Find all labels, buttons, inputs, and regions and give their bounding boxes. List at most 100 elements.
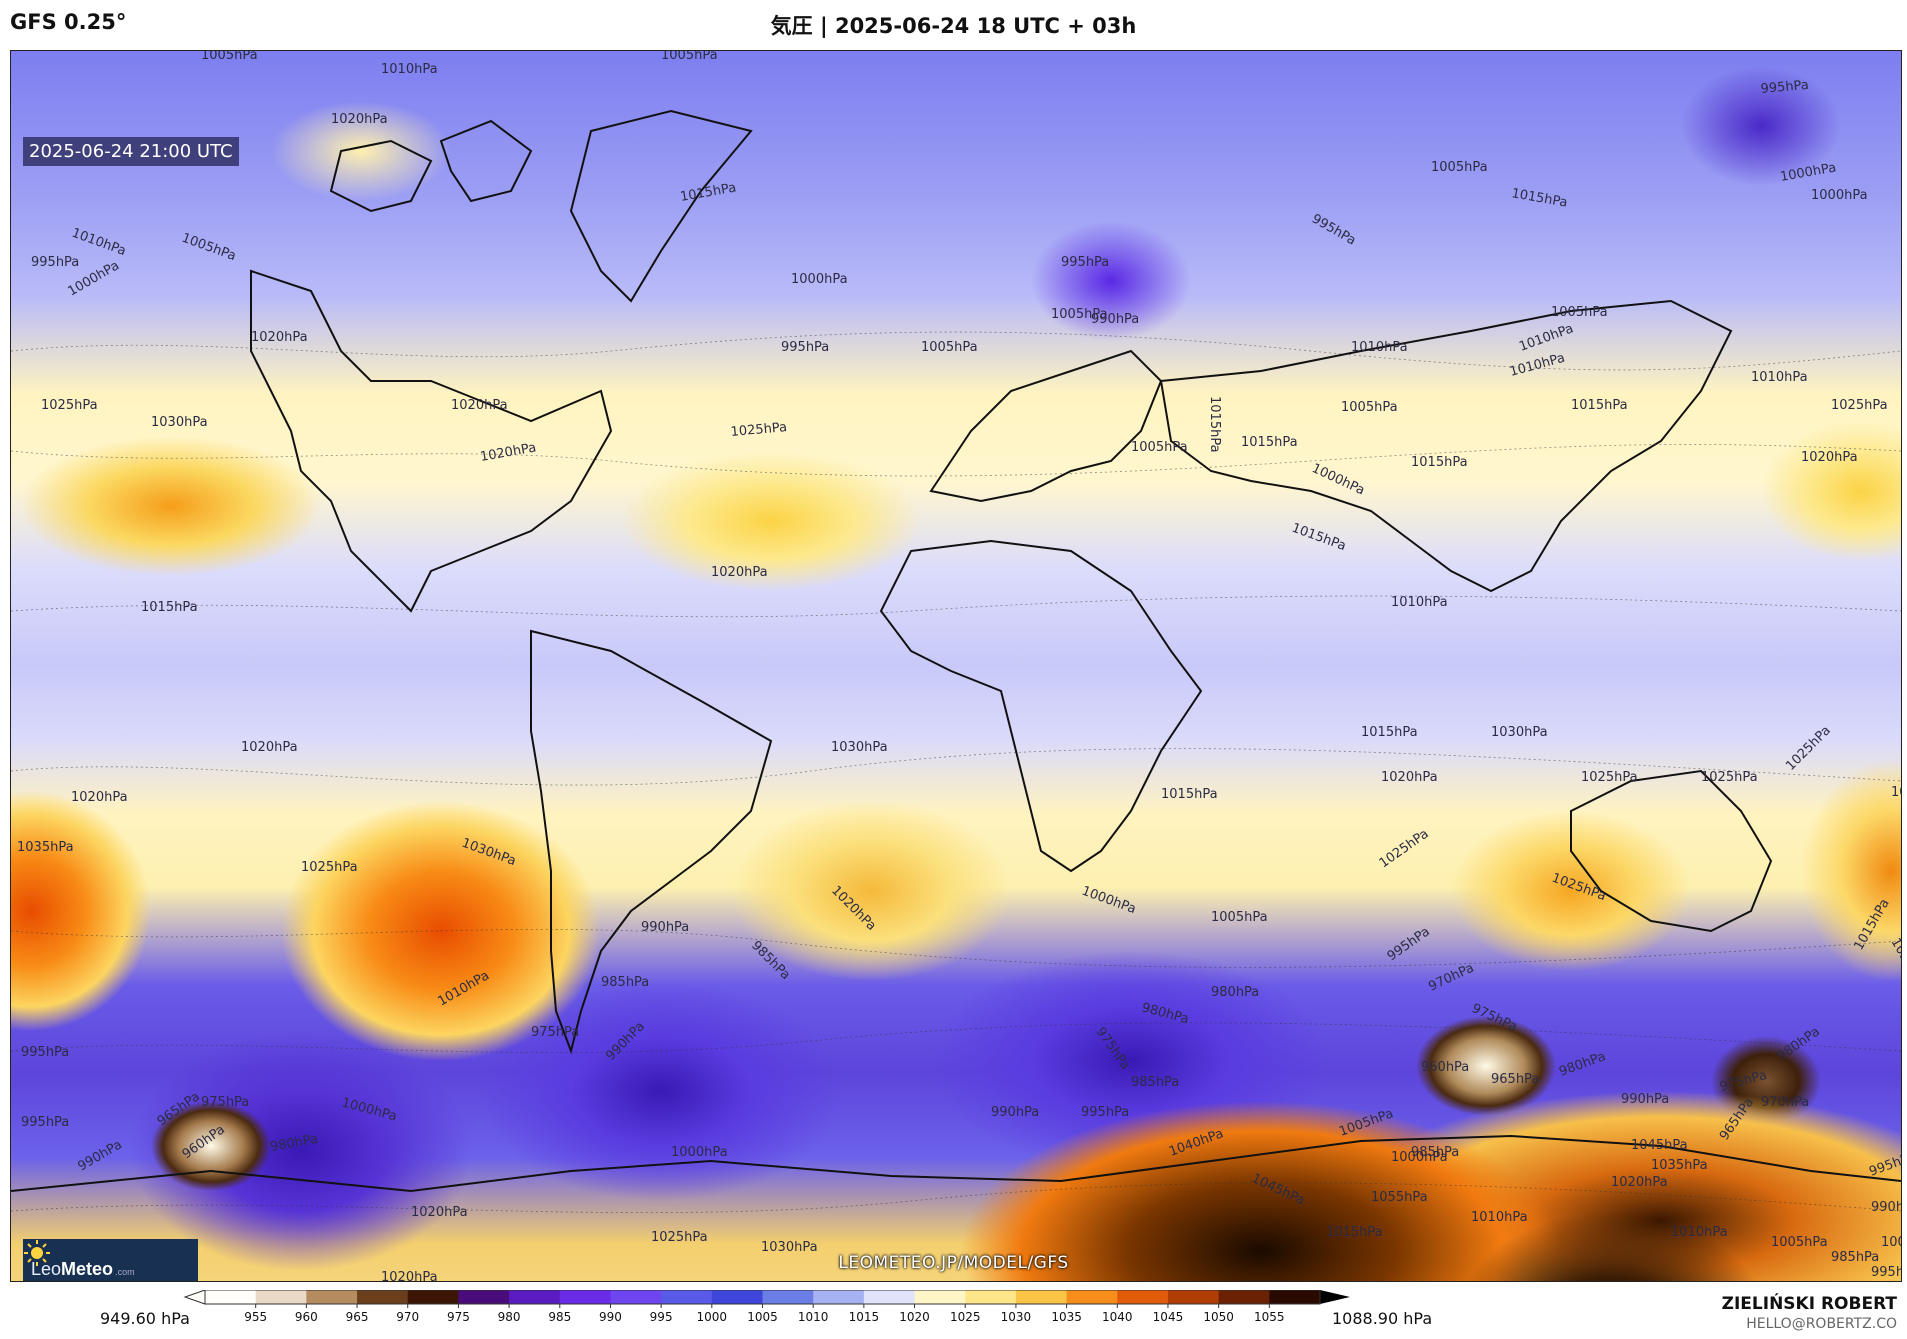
isobar-label: 1015hPa — [1851, 897, 1892, 953]
isobar-line — [11, 595, 1901, 618]
isobar-label: 1020hPa — [828, 883, 879, 934]
isobar-label: 990hPa — [603, 1019, 648, 1064]
isobar-label: 985hPa — [748, 938, 793, 983]
isobar-label: 1030hPa — [761, 1240, 818, 1255]
isobar-label: 985hPa — [601, 975, 649, 990]
isobar-label: 1025hPa — [651, 1230, 708, 1245]
isobar-label: 1015hPa — [1161, 787, 1218, 802]
isobar-label: 990hPa — [1091, 312, 1139, 327]
isobar-label: 1025hPa — [730, 420, 788, 440]
colorbar-segment — [711, 1290, 763, 1304]
isobar-label: 1045hPa — [1631, 1138, 1688, 1153]
author-name: ZIELIŃSKI ROBERT — [1721, 1294, 1897, 1314]
isobar-label: 1005hPa — [1051, 307, 1108, 322]
isobar-label: 1000hPa — [1391, 1150, 1448, 1165]
isobar-label: 1005hPa — [1771, 1235, 1828, 1250]
isobar-label: 995hPa — [781, 340, 829, 355]
colorbar-tick-label: 970 — [396, 1310, 419, 1324]
isobar-label: 990hPa — [991, 1105, 1039, 1120]
isobar-label: 995hPa — [1309, 211, 1358, 248]
colorbar-max-label: 1088.90 hPa — [1332, 1309, 1433, 1328]
coastline-south-america — [530, 629, 773, 1055]
colorbar-tick-label: 995 — [650, 1310, 673, 1324]
coastline-africa — [879, 539, 1203, 873]
map-overlay: 1005hPa 1005hPa 1010hPa 1020hPa 1015hPa 995hP… — [11, 51, 1901, 1281]
colorbar-segment — [914, 1290, 966, 1304]
colorbar: 955 960 965 970 975 980 985 990 995 1000 1005 1010 1… — [183, 1290, 1350, 1324]
isobar-label: 1010hPa — [1471, 1210, 1528, 1225]
colorbar-tick-label: 1045 — [1153, 1310, 1184, 1324]
isobar-label: 1005hPa — [1211, 910, 1268, 925]
isobar-label: 1020hPa — [251, 330, 308, 345]
isobar-label: 975hPa — [201, 1095, 249, 1110]
isobar-label: 980hPa — [1775, 1024, 1823, 1064]
colorbar-tick-label: 980 — [498, 1310, 521, 1324]
colorbar-tick-label: 1020 — [899, 1310, 930, 1324]
isobar-label: 1010hPa — [1517, 321, 1575, 354]
isobar-label: 990hPa — [641, 920, 689, 935]
isobar-label: 1020hPa — [451, 398, 508, 413]
colorbar-tick-label: 1040 — [1102, 1310, 1133, 1324]
colorbar-segment — [306, 1290, 358, 1304]
isobar-label: 995hPa — [1871, 1265, 1901, 1280]
isobar-label: 1000hPa — [340, 1095, 399, 1124]
isobar-label: 1015hPa — [1290, 521, 1348, 554]
isobar-label: 1000hPa — [1080, 884, 1138, 917]
isobar-label: 980hPa — [1211, 985, 1259, 1000]
isobar-labels: 1005hPa 1005hPa 1010hPa 1020hPa 1015hPa 995hP… — [17, 51, 1901, 1281]
isobar-label: 995hPa — [1081, 1105, 1129, 1120]
isobar-label: 995hPa — [1867, 1149, 1901, 1180]
isobar-label: 980hPa — [269, 1132, 319, 1155]
isobar-label: 995hPa — [21, 1045, 69, 1060]
isobar-label: 1000hPa — [1811, 188, 1868, 203]
isobar-label: 995hPa — [1385, 924, 1433, 964]
isobar-label: 1020hPa — [1381, 770, 1438, 785]
colorbar-tick-label: 1005 — [747, 1310, 778, 1324]
isobar-label: 1010hPa — [1391, 595, 1448, 610]
colorbar-tick-label: 1010 — [798, 1310, 829, 1324]
colorbar-tick-label: 1035 — [1051, 1310, 1082, 1324]
isobar-label: 1000hPa — [671, 1145, 728, 1160]
colorbar-segment — [610, 1290, 662, 1304]
isobar-label: 1025hPa — [1377, 827, 1432, 872]
isobar-label: 1020hPa — [411, 1205, 468, 1220]
colorbar-segment — [458, 1290, 510, 1304]
isobar-label: 1025hPa — [1550, 871, 1608, 904]
coastline-australia — [1570, 769, 1773, 933]
isobar-label: 1005hPa — [180, 231, 238, 264]
isobar-label: 975hPa — [1718, 1068, 1769, 1095]
isobar-label: 995hPa — [21, 1115, 69, 1130]
isobar-label: 965hPa — [1491, 1072, 1539, 1087]
colorbar-tick-label: 960 — [295, 1310, 318, 1324]
isobar-label: 1030hPa — [460, 836, 518, 869]
isobar-label: 995hPa — [31, 255, 79, 270]
isobar-label: 1020hPa — [711, 565, 768, 580]
leometeo-logo[interactable]: LeoMeteo .com — [23, 1239, 198, 1281]
colorbar-tick-label: 1000 — [697, 1310, 728, 1324]
isobar-label: 1015hPa — [1326, 1225, 1383, 1240]
sun-icon — [24, 1240, 50, 1266]
colorbar-tick-label: 955 — [244, 1310, 267, 1324]
isobar-label: 975hPa — [531, 1025, 579, 1040]
isobar-label: 1010hPa — [1351, 340, 1408, 355]
isobar-label: 980hPa — [1557, 1049, 1607, 1080]
colorbar-segment — [357, 1290, 409, 1304]
isobar-label: 1030hPa — [1491, 725, 1548, 740]
coastline-arctic-islands — [329, 119, 533, 213]
isobar-label: 990hPa — [1621, 1092, 1669, 1107]
isobar-line — [11, 1022, 1901, 1053]
isobar-label: 1025hPa — [1581, 770, 1638, 785]
pressure-map[interactable]: 1005hPa 1005hPa 1010hPa 1020hPa 1015hPa 995hP… — [10, 50, 1902, 1282]
isobar-line — [11, 928, 1901, 968]
isobar-label: 985hPa — [1831, 1250, 1879, 1265]
isobar-label: 985hPa — [1411, 1145, 1459, 1160]
colorbar-segment — [509, 1290, 561, 1304]
isobar-label: 1025hPa — [1831, 398, 1888, 413]
isobar-label: 1000hPa — [1779, 160, 1837, 185]
isobar-label: 985hPa — [1131, 1075, 1179, 1090]
coastline-greenland — [569, 109, 753, 303]
colorbar-segment — [1269, 1290, 1321, 1304]
isobar-label: 990hPa — [1871, 1200, 1901, 1215]
isobar-label: 965hPa — [1717, 1095, 1757, 1143]
isobar-label: 1015hPa — [1361, 725, 1418, 740]
